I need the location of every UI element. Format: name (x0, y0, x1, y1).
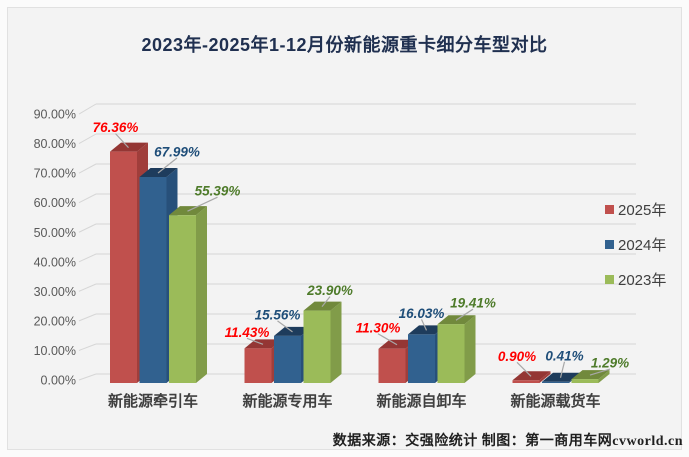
legend-item-2023: 2023年 (605, 262, 666, 297)
legend-item-2025: 2025年 (605, 192, 666, 227)
leader-line (516, 361, 532, 377)
legend-swatch-2024 (605, 240, 614, 249)
bar-2023年-新能源专用车-side (330, 301, 342, 383)
bar-2024年-新能源自卸车 (408, 334, 435, 383)
y-axis-label: 90.00% (34, 108, 76, 122)
x-category-label: 新能源载货车 (510, 392, 600, 410)
legend-label-2023: 2023年 (618, 272, 667, 289)
leader-line (157, 157, 178, 174)
legend-swatch-2025 (605, 205, 614, 214)
x-category-label: 新能源自卸车 (376, 392, 466, 410)
data-label: 0.90% (498, 349, 536, 364)
leader-line (420, 319, 428, 331)
bar-2025年-新能源载货车-side (539, 371, 551, 383)
bar-2024年-新能源专用车 (274, 335, 301, 383)
gridline-connector (78, 103, 97, 115)
bar-2025年-新能源专用车 (244, 348, 272, 383)
data-label: 15.56% (255, 307, 301, 322)
data-label: 76.36% (93, 120, 139, 135)
leader-line (115, 133, 129, 149)
y-axis-label: 30.00% (34, 285, 76, 299)
bar-2025年-新能源自卸车-top (378, 339, 417, 349)
leader-line (321, 296, 331, 307)
y-axis-label: 60.00% (34, 196, 76, 210)
y-axis-label: 50.00% (34, 226, 76, 240)
bar-2025年-新能源载货车-top (512, 371, 551, 381)
gridline-connector (78, 163, 97, 174)
leader-line (277, 320, 293, 333)
data-label: 11.43% (225, 325, 270, 340)
gridline-connector (78, 253, 97, 263)
leader-line (377, 333, 398, 346)
data-label: 55.39% (195, 184, 241, 199)
data-label: 11.30% (356, 320, 401, 335)
y-axis-label: 40.00% (34, 255, 76, 269)
data-label: 23.90% (306, 283, 353, 298)
legend-swatch-2023 (605, 275, 614, 284)
bar-2024年-新能源自卸车-top (408, 325, 446, 335)
leader-line (559, 361, 566, 378)
legend: 2025年 2024年 2023年 (605, 192, 666, 297)
legend-label-2025: 2025年 (618, 202, 667, 219)
source-credit: 数据来源：交强险统计 制图：第一商用车网cvworld.cn (332, 434, 683, 449)
bar-2024年-新能源牵引车 (139, 176, 167, 383)
x-category-label: 新能源牵引车 (108, 392, 198, 410)
x-category-label: 新能源专用车 (242, 392, 332, 410)
bar-2023年-新能源载货车 (571, 379, 599, 383)
legend-label-2024: 2024年 (618, 237, 667, 254)
bar-2025年-新能源自卸车 (378, 348, 406, 383)
leader-line (455, 308, 474, 321)
bar-2024年-新能源载货车 (542, 381, 569, 383)
gridline-connector (78, 373, 97, 381)
data-label: 67.99% (154, 144, 200, 159)
gridline-connector (78, 223, 97, 233)
data-label: 19.41% (450, 296, 496, 311)
bar-2023年-新能源载货车-side (598, 370, 610, 383)
gridline-connector (78, 283, 97, 292)
y-axis-label: 0.00% (41, 374, 76, 388)
bar-2023年-新能源自卸车-side (464, 315, 476, 383)
data-label: 1.29% (591, 356, 629, 371)
leader-line (246, 337, 264, 345)
leader-line (187, 196, 218, 212)
bar-2023年-新能源牵引车 (169, 215, 196, 383)
legend-item-2024: 2024年 (605, 227, 666, 262)
data-label: 0.41% (545, 348, 583, 363)
bar-2023年-新能源牵引车-side (196, 206, 207, 383)
leader-line (589, 368, 611, 376)
bar-2023年-新能源自卸车 (437, 324, 465, 383)
gridline-connector (78, 133, 97, 145)
bar-2025年-新能源载货车 (512, 380, 540, 383)
y-axis-label: 70.00% (34, 167, 76, 181)
gridline-connector (78, 313, 97, 322)
chart-title: 2023年-2025年1-12月份新能源重卡细分车型对比 (141, 35, 548, 55)
gridline-connector (78, 343, 97, 351)
y-axis-label: 80.00% (34, 137, 76, 151)
y-axis-label: 10.00% (34, 344, 76, 358)
bar-2025年-新能源牵引车-top (110, 142, 148, 152)
bar-2023年-新能源专用车 (303, 310, 331, 383)
y-axis-label: 20.00% (34, 314, 76, 328)
data-label: 16.03% (399, 306, 445, 321)
bar-2025年-新能源牵引车 (110, 151, 137, 383)
bar-2024年-新能源专用车-top (274, 326, 312, 336)
gridline-connector (78, 193, 97, 204)
